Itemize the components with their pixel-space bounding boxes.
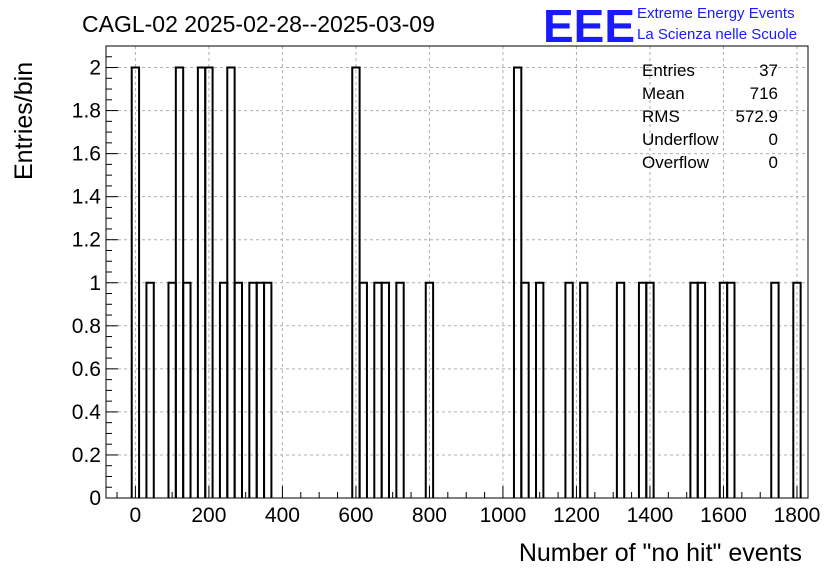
- y-tick-label: 1: [89, 272, 101, 295]
- histogram-bin: [535, 281, 545, 498]
- x-tick-label: 1400: [627, 504, 674, 527]
- y-tick-label: 1.2: [72, 229, 101, 252]
- histogram-bin: [792, 281, 802, 498]
- histogram-bin: [645, 281, 655, 498]
- histogram-bin: [248, 281, 258, 498]
- y-tick-label: 1.8: [72, 100, 101, 123]
- x-tick-label: 1800: [774, 504, 821, 527]
- histogram-bin: [579, 281, 589, 498]
- histogram-bin: [130, 66, 141, 498]
- histogram-bin: [770, 281, 780, 498]
- x-tick-label: 1200: [553, 504, 600, 527]
- plot-frame: [105, 45, 809, 499]
- x-tick-label: 400: [265, 504, 300, 527]
- stats-value: 572.9: [735, 107, 778, 126]
- stats-label: Mean: [642, 84, 685, 103]
- x-tick-label: 0: [130, 504, 142, 527]
- histogram-bin: [395, 281, 405, 498]
- histogram-bin: [145, 281, 155, 498]
- histogram-bin: [520, 281, 530, 498]
- histogram-bin: [564, 281, 574, 498]
- histogram-bin: [233, 281, 243, 498]
- histogram-bin: [380, 281, 391, 498]
- y-tick-label: 2: [89, 57, 101, 80]
- histogram-bin: [358, 281, 368, 498]
- histogram-bin: [255, 281, 266, 498]
- axis-ticks: [106, 45, 798, 499]
- histogram-bin: [263, 281, 273, 498]
- histogram-bin: [637, 281, 648, 498]
- x-tick-label: 800: [412, 504, 447, 527]
- stats-label: RMS: [642, 107, 680, 126]
- x-tick-label: 1000: [480, 504, 527, 527]
- histogram-bars: [130, 66, 802, 498]
- histogram-bin: [373, 281, 383, 498]
- stats-label: Overflow: [642, 153, 710, 172]
- eee-logo: EEE Extreme Energy Events La Scienza nel…: [543, 0, 797, 52]
- stats-value: 0: [769, 153, 778, 172]
- y-tick-label: 0.8: [72, 315, 101, 338]
- y-tick-label: 0.4: [72, 401, 102, 424]
- x-tick-label: 1600: [700, 504, 747, 527]
- y-tick-label: 1.4: [72, 186, 102, 209]
- y-tick-label: 0: [89, 487, 101, 510]
- stats-value: 0: [769, 130, 778, 149]
- histogram-bin: [726, 281, 736, 498]
- stats-label: Entries: [642, 61, 695, 80]
- y-tick-label: 1.6: [72, 143, 101, 166]
- stats-value: 37: [759, 61, 778, 80]
- eee-logo-line1: Extreme Energy Events: [637, 5, 795, 22]
- stats-label: Underflow: [642, 130, 719, 149]
- histogram-bin: [424, 281, 435, 498]
- eee-logo-line2: La Scienza nelle Scuole: [637, 26, 797, 43]
- histogram-bin: [689, 281, 699, 498]
- y-tick-label: 0.2: [72, 444, 101, 467]
- stats-value: 716: [750, 84, 778, 103]
- histogram-bin: [615, 281, 626, 498]
- x-tick-labels: 0 200 400 600 800 1000 1200 1400 1600 1800: [130, 504, 821, 527]
- eee-logo-text: EEE: [543, 0, 635, 52]
- stats-box: Entries 37 Mean 716 RMS 572.9 Underflow 0 Overfl…: [642, 61, 778, 172]
- histogram-bin: [167, 281, 177, 498]
- histogram-bin: [204, 66, 214, 498]
- x-tick-label: 200: [191, 504, 226, 527]
- histogram-bin: [182, 281, 192, 498]
- y-tick-label: 0.6: [72, 358, 101, 381]
- histogram-bin: [696, 281, 707, 498]
- histogram-bin: [218, 281, 229, 498]
- x-axis-label: Number of "no hit" events: [519, 539, 802, 567]
- chart-title: CAGL-02 2025-02-28--2025-03-09: [82, 11, 435, 37]
- x-tick-label: 600: [338, 504, 373, 527]
- y-axis-label: Entries/bin: [10, 62, 38, 180]
- grid: [106, 46, 808, 498]
- y-tick-labels: 0 0.2 0.4 0.6 0.8 1 1.2 1.4 1.6 1.8 2: [72, 57, 102, 510]
